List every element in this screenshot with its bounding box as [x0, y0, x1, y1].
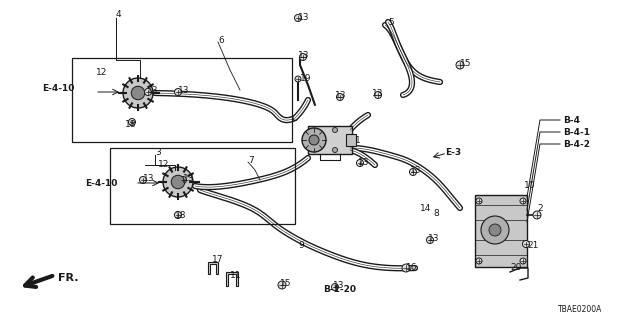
- Text: 18: 18: [125, 119, 136, 129]
- Text: 13: 13: [333, 282, 344, 291]
- Text: 9: 9: [298, 241, 304, 250]
- Circle shape: [179, 177, 186, 183]
- Circle shape: [426, 236, 433, 244]
- Text: 21: 21: [527, 241, 538, 250]
- Text: 13: 13: [428, 234, 440, 243]
- Circle shape: [131, 86, 145, 100]
- Text: 13: 13: [183, 173, 195, 182]
- Text: 15: 15: [460, 59, 472, 68]
- Text: 12: 12: [96, 68, 108, 76]
- Circle shape: [302, 128, 326, 152]
- Circle shape: [489, 224, 501, 236]
- Circle shape: [175, 212, 182, 219]
- Circle shape: [295, 76, 301, 82]
- Circle shape: [278, 281, 286, 289]
- Text: B-1-20: B-1-20: [323, 285, 356, 294]
- Circle shape: [402, 264, 410, 272]
- Text: 14: 14: [420, 204, 431, 212]
- Text: 6: 6: [218, 36, 224, 44]
- Circle shape: [123, 78, 153, 108]
- Circle shape: [476, 258, 482, 264]
- Text: TBAE0200A: TBAE0200A: [558, 306, 602, 315]
- Text: 11: 11: [230, 271, 241, 281]
- Text: 13: 13: [410, 165, 422, 174]
- Circle shape: [140, 177, 147, 183]
- Text: FR.: FR.: [58, 273, 79, 283]
- Polygon shape: [226, 272, 238, 286]
- Text: 13: 13: [143, 173, 154, 182]
- Bar: [346, 134, 356, 146]
- Text: 17: 17: [212, 255, 223, 265]
- Text: 13: 13: [358, 157, 369, 166]
- Circle shape: [332, 284, 339, 291]
- Text: B-4-1: B-4-1: [563, 127, 590, 137]
- Text: 20: 20: [510, 263, 522, 273]
- Text: 2: 2: [537, 204, 543, 212]
- Circle shape: [333, 148, 337, 153]
- Text: 12: 12: [158, 159, 170, 169]
- Circle shape: [337, 93, 344, 100]
- Circle shape: [309, 135, 319, 145]
- Circle shape: [300, 53, 307, 60]
- Text: 5: 5: [388, 18, 394, 27]
- Bar: [308, 126, 352, 154]
- Circle shape: [163, 167, 193, 197]
- Text: 3: 3: [155, 148, 161, 156]
- Circle shape: [129, 118, 136, 125]
- Text: 4: 4: [116, 10, 122, 19]
- Circle shape: [374, 92, 381, 99]
- Circle shape: [333, 127, 337, 132]
- Text: 13: 13: [178, 85, 189, 94]
- Circle shape: [520, 198, 526, 204]
- Bar: [72, 58, 292, 142]
- Text: E-3: E-3: [445, 148, 461, 156]
- Text: 13: 13: [335, 91, 346, 100]
- Text: 8: 8: [433, 209, 439, 218]
- Text: 10: 10: [524, 180, 536, 189]
- Circle shape: [533, 211, 541, 219]
- Circle shape: [476, 198, 482, 204]
- Polygon shape: [208, 262, 218, 274]
- Text: 15: 15: [280, 278, 291, 287]
- Circle shape: [456, 61, 464, 69]
- Bar: [475, 195, 527, 267]
- Text: E-4-10: E-4-10: [85, 179, 117, 188]
- Circle shape: [294, 14, 301, 21]
- Circle shape: [172, 175, 185, 189]
- Circle shape: [481, 216, 509, 244]
- Text: 7: 7: [248, 156, 253, 164]
- Circle shape: [145, 89, 152, 95]
- Text: 13: 13: [372, 89, 383, 98]
- Text: 18: 18: [175, 211, 186, 220]
- Text: B-4-2: B-4-2: [563, 140, 590, 148]
- Text: 13: 13: [298, 51, 310, 60]
- Text: 16: 16: [406, 262, 417, 271]
- Circle shape: [175, 89, 182, 95]
- Circle shape: [520, 258, 526, 264]
- Circle shape: [522, 241, 529, 247]
- Circle shape: [410, 169, 417, 175]
- Text: E-4-10: E-4-10: [42, 84, 74, 92]
- Bar: [110, 148, 295, 224]
- Text: 19: 19: [300, 74, 312, 83]
- Circle shape: [356, 159, 364, 166]
- Text: 1: 1: [355, 135, 361, 145]
- Text: 13: 13: [298, 12, 310, 21]
- Text: 13: 13: [147, 85, 159, 94]
- Text: B-4: B-4: [563, 116, 580, 124]
